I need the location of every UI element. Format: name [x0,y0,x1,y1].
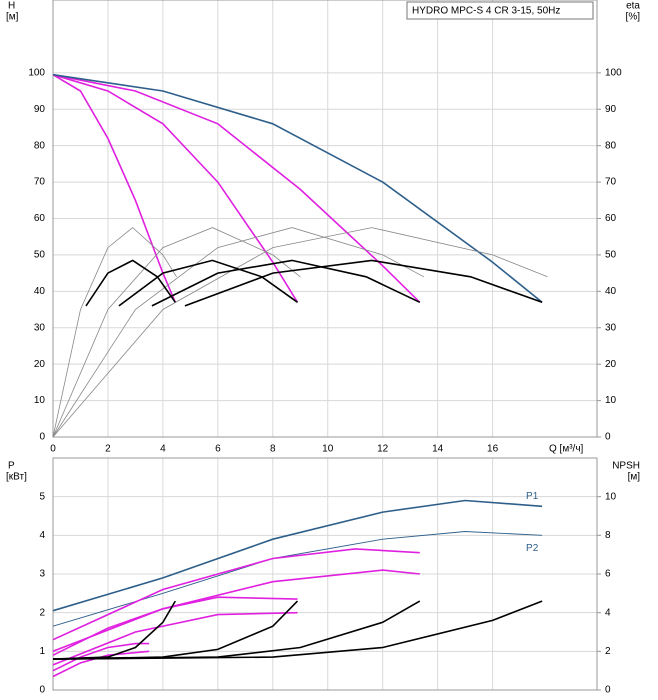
y-tick-label: 3 [39,569,45,580]
curve [52,600,176,660]
curve [52,227,548,438]
curve [85,259,176,307]
curve [52,227,425,438]
curve [52,531,543,627]
plot-frame [52,0,598,438]
x-tick-label: 4 [160,444,166,455]
y2-tick-label: 10 [605,395,617,406]
y2-tick-label: 4 [605,607,611,618]
y-axis-label: P [8,461,15,472]
y-tick-label: 100 [28,67,45,78]
x-tick-label: 0 [50,444,56,455]
curve [52,73,543,303]
curve [52,227,177,438]
y2-axis-unit: [м] [628,472,641,483]
x-tick-label: 14 [432,444,444,455]
y2-tick-label: 80 [605,140,617,151]
y2-tick-label: 90 [605,104,617,115]
curve [52,569,420,653]
y-tick-label: 0 [39,685,45,696]
x-tick-label: 6 [215,444,221,455]
x-tick-label: 2 [105,444,111,455]
y2-tick-label: 8 [605,530,611,541]
plot-frame [52,457,598,691]
series-label: P2 [526,543,539,554]
y-tick-label: 1 [39,646,45,657]
y-tick-label: 10 [34,395,46,406]
y-axis-unit: [кВт] [6,472,27,483]
y2-tick-label: 20 [605,359,617,370]
y2-axis-unit: [%] [626,12,641,23]
chart-title: HYDRO MPC-S 4 CR 3-15, 50Hz [412,6,560,17]
curve [52,73,421,303]
curve [118,259,298,307]
y-tick-label: 2 [39,607,45,618]
y-tick-label: 50 [34,250,46,261]
x-tick-label: 8 [270,444,276,455]
y-tick-label: 90 [34,104,46,115]
y-axis-unit: [м] [6,12,19,23]
y2-tick-label: 70 [605,177,617,188]
y-tick-label: 40 [34,286,46,297]
y2-tick-label: 2 [605,646,611,657]
y-axis-label: H [8,1,15,12]
y-tick-label: 5 [39,491,45,502]
curve [52,227,301,438]
x-tick-label: 10 [322,444,334,455]
y2-tick-label: 0 [605,685,611,696]
y-tick-label: 20 [34,359,46,370]
curve [52,73,299,303]
y2-tick-label: 100 [605,67,622,78]
title-box [406,1,594,20]
y-tick-label: 70 [34,177,46,188]
y2-tick-label: 6 [605,569,611,580]
y-tick-label: 30 [34,322,46,333]
curve [52,611,298,666]
series-label: P1 [526,491,539,502]
y2-tick-label: 30 [605,322,617,333]
y2-tick-label: 40 [605,286,617,297]
y2-tick-label: 60 [605,213,617,224]
y-tick-label: 4 [39,530,45,541]
x-tick-label: 12 [377,444,389,455]
x-tick-label: 16 [487,444,499,455]
y2-axis-label: NPSH [612,461,640,472]
y-tick-label: 80 [34,140,46,151]
curve [52,499,543,612]
y2-axis-label: eta [626,1,640,12]
curve [184,259,543,307]
y-tick-label: 60 [34,213,46,224]
y2-tick-label: 10 [605,491,617,502]
y2-tick-label: 50 [605,250,617,261]
x-axis-label: Q [м³/ч] [549,444,584,455]
curve [52,596,298,656]
curve [52,600,543,660]
curve [52,548,420,641]
y2-tick-label: 0 [605,432,611,443]
curve [52,74,177,303]
y-tick-label: 0 [39,432,45,443]
curve [151,259,421,307]
